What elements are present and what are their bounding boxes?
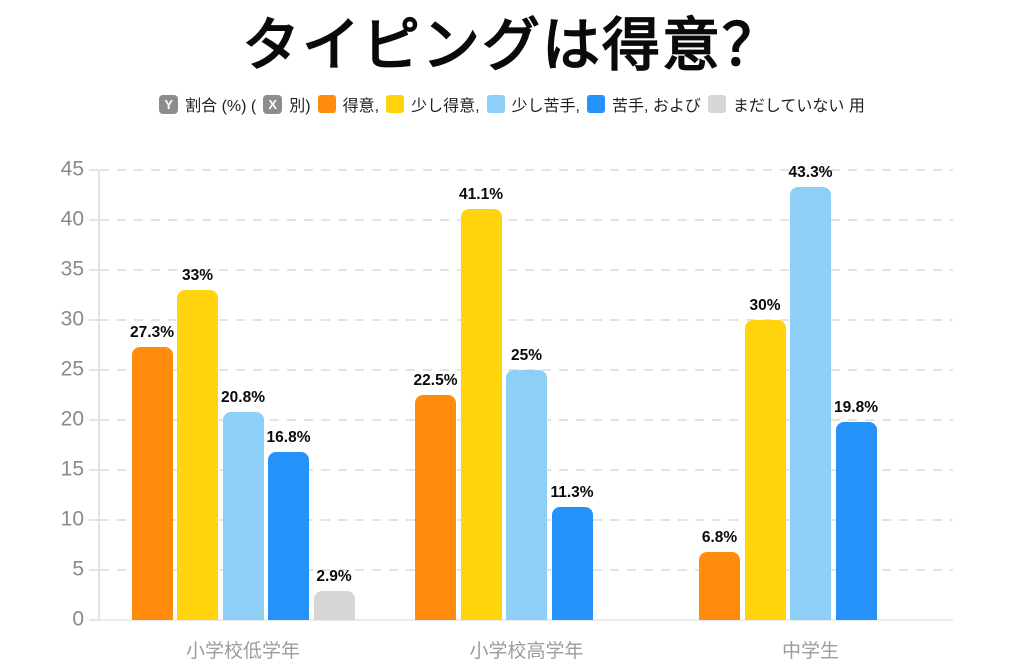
bar-value-label: 33% [181,267,214,284]
legend-swatch-icon [707,95,726,113]
bar-value-label: 6.8% [701,529,738,546]
legend-item-label: 苦手, および [611,98,701,115]
bar-s0-c1 [415,395,456,620]
y-axis-tick [89,619,98,621]
bar-s4-c0 [313,591,355,620]
bar-value-label: 11.3% [550,484,594,501]
legend-item-label: 少し得意, [411,98,480,115]
y-axis-line [98,170,100,621]
legend-swatch-icon [486,95,505,113]
bar-s1-c1 [460,209,502,620]
bar-s3-c2 [835,422,877,620]
bar-value-label: 2.9% [316,568,352,585]
y-axis-tick [89,319,98,321]
x-axis-baseline [100,619,953,621]
plot-area: 0 5 10 15 20 25 30 35 40 45 27.3% 22.5% 6.8% 33% 41.1%… [61,158,953,662]
y-axis-tick [89,219,98,221]
legend-y-axis-text: 割合 (%) ( [185,98,257,115]
bar-s3-c0 [268,452,309,620]
x-axis-category-label: 小学校高学年 [469,641,584,662]
y-axis-tick [89,519,98,521]
legend-x-axis-text: 別) [289,98,311,115]
y-axis-tick-label: 10 [60,507,84,531]
x-axis-badge-icon: X [263,94,283,114]
bar-s2-c2 [790,187,831,620]
bar-s2-c1 [506,370,547,620]
bar-value-label: 19.8% [834,399,878,416]
legend-swatch-icon [586,95,605,113]
y-axis-tick [89,419,98,421]
x-axis-category-label: 小学校低学年 [185,641,301,662]
gridline [100,219,953,221]
legend-item-label: まだしていない 用 [732,98,865,115]
y-axis-tick-label: 20 [60,407,84,431]
bar-value-label: 43.3% [788,164,833,181]
y-axis-tick-label: 35 [60,257,84,281]
legend-swatch-icon [317,95,336,113]
bar-value-label: 30% [749,297,781,314]
legend-item-label: 少し苦手, [511,98,580,115]
y-axis-tick-label: 5 [72,557,84,581]
bar-value-label: 16.8% [266,429,311,446]
bar-s3-c1 [551,507,593,620]
y-axis-tick-label: 30 [60,307,84,331]
bar-s0-c0 [131,347,173,620]
y-axis-tick [89,169,98,171]
legend-item-label: 得意, [342,98,380,115]
gridline [100,319,953,321]
y-axis-tick-label: 40 [60,207,84,231]
bar-value-label: 20.8% [221,389,265,406]
bar-value-label: 22.5% [413,372,458,389]
x-axis-category-label: 中学生 [781,641,840,662]
bar-value-label: 25% [510,347,543,364]
y-axis-tick-label: 0 [72,607,84,631]
bar-s0-c2 [699,552,740,620]
gridline [100,169,953,171]
legend: Y 割合 (%) ( X 別) 得意, 少し得意, 少し苦手, 苦手, および まだしていない … [0,92,1024,116]
legend-swatch-icon [386,95,405,113]
bar-s2-c0 [222,412,264,620]
y-axis-tick [89,269,98,271]
bar-value-label: 27.3% [130,324,174,341]
y-axis-tick-label: 25 [60,357,84,381]
chart-title: タイピングは得意？ [241,13,782,78]
bar-s1-c0 [177,290,218,620]
y-axis-tick [89,469,98,471]
y-axis-tick-label: 45 [60,157,84,181]
y-axis-tick [89,569,98,571]
y-axis-badge-icon: Y [159,94,179,114]
y-axis-tick-label: 15 [60,457,84,481]
y-axis-tick [89,369,98,371]
bar-value-label: 41.1% [459,186,503,203]
bar-s1-c2 [744,320,786,620]
gridline [100,269,953,271]
